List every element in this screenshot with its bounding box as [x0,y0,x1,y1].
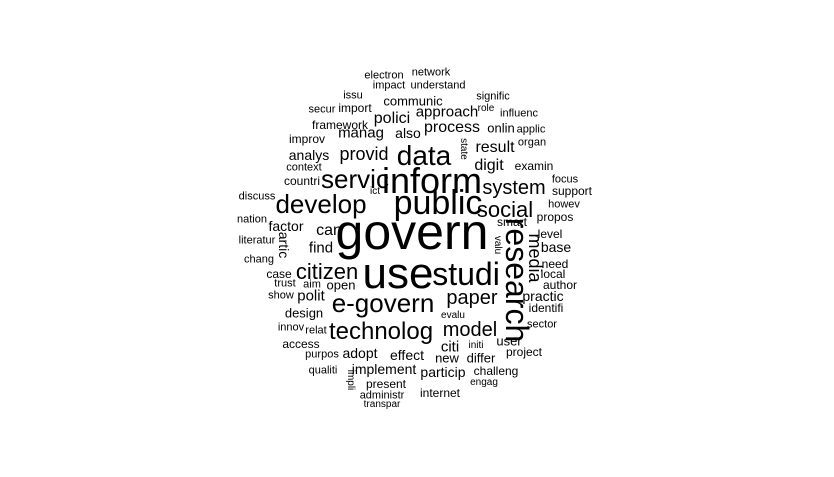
word-applic: applic [516,123,546,136]
word-sector: sector [527,318,557,331]
word-develop: develop [275,189,367,219]
word-level: level [537,227,563,241]
word-aim: aim [303,278,321,291]
word-author: author [542,278,578,292]
word-onlin: onlin [487,120,515,136]
word-innov: innov [277,321,305,334]
word-analys: analys [288,147,330,163]
word-context: context [286,161,322,174]
word-citizen: citizen [295,259,359,284]
word-model: model [442,319,498,341]
word-nation: nation [237,213,267,226]
word-administr: administr [359,389,405,402]
word-impli: impli [345,369,356,391]
word-literatur: literatur [238,234,276,247]
word-engag: engag [470,377,498,388]
word-approach: approach [415,103,479,121]
word-initi: initi [468,340,484,351]
word-organ: organ [517,136,547,149]
word-electron: electron [364,69,404,82]
word-e-govern: e-govern [331,288,435,318]
word-impact: impact [372,79,406,92]
word-inform: inform [381,160,483,201]
word-need: need [541,257,569,271]
word-technolog: technolog [328,318,434,345]
word-import: import [338,101,372,115]
word-transpar: transpar [363,399,401,410]
word-issu: issu [343,89,363,102]
word-evalu: evalu [441,310,465,321]
word-understand: understand [410,79,466,92]
word-examin: examin [514,159,554,173]
word-public: public [393,184,483,222]
word-influenc: influenc [500,107,538,120]
word-valu: valu [492,235,503,255]
word-network: network [411,66,451,79]
word-social: social [476,197,534,222]
word-govern: govern [335,204,489,260]
word-adopt: adopt [342,345,378,361]
word-effect: effect [390,347,424,363]
word-discuss: discuss [238,190,276,203]
word-framework: framework [311,118,369,132]
word-case: case [266,267,292,281]
word-manag: manag [338,124,384,142]
word-paper: paper [446,287,498,309]
word-result: result [475,139,515,156]
word-focus: focus [551,173,579,186]
word-provid: provid [339,144,389,164]
word-practic: practic [522,288,564,304]
word-polit: polit [297,287,325,305]
word-implement: implement [351,361,417,377]
word-howev: howev [548,198,580,211]
word-propos: propos [536,210,574,224]
word-digit: digit [474,157,504,174]
word-trust: trust [274,277,296,290]
word-role: role [477,103,495,114]
word-purpos: purpos [305,348,339,361]
word-ict: ict [370,186,380,197]
word-project: project [505,345,543,359]
word-find: find [308,239,334,257]
word-user: user [496,333,522,349]
word-polici: polici [373,110,411,127]
word-qualiti: qualiti [308,364,338,377]
word-internet: internet [419,386,461,400]
word-differ: differ [466,350,496,366]
word-base: base [540,239,572,255]
word-studi: studi [432,256,500,292]
word-identifi: identifi [528,301,564,315]
word-state: state [458,138,469,160]
word-artic: artic [276,231,292,259]
word-factor: factor [268,218,304,234]
word-chang: chang [244,253,274,266]
word-access: access [282,337,320,351]
word-open: open [326,277,356,293]
word-data: data [396,140,452,171]
word-use: use [362,249,434,298]
word-countri: countri [283,174,321,188]
word-also: also [395,125,421,141]
word-process: process [423,119,481,136]
word-design: design [284,305,324,321]
word-smart: smart [497,215,527,229]
word-particip: particip [420,364,466,380]
word-can: can [316,222,342,239]
word-communic: communic [383,93,443,109]
word-new: new [435,350,459,366]
word-citi: citi [440,338,460,356]
word-improv: improv [288,132,326,146]
word-servic: servic [321,164,389,194]
word-relat: relat [305,324,327,337]
word-present: present [365,377,407,391]
word-show: show [268,289,294,302]
word-secur: secur [308,103,336,116]
word-support: support [551,184,593,198]
word-system: system [482,177,546,199]
word-signific: signific [476,90,510,103]
word-challeng: challeng [473,364,519,378]
word-local: local [540,267,566,281]
